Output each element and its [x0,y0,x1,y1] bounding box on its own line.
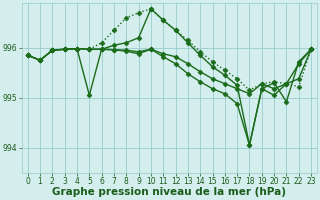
X-axis label: Graphe pression niveau de la mer (hPa): Graphe pression niveau de la mer (hPa) [52,187,286,197]
